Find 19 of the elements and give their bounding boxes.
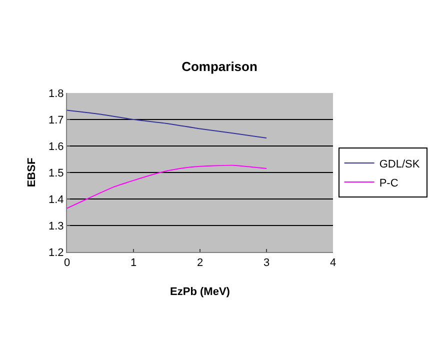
y-tick-label: 1.3 [48, 220, 64, 232]
y-tick-label: 1.5 [48, 167, 64, 180]
y-tick-label: 1.2 [48, 246, 64, 259]
y-tick-label: 1.7 [48, 114, 64, 126]
legend-label: GDL/SK [379, 158, 420, 170]
chart-title: Comparison [182, 59, 258, 74]
legend-label: P-C [379, 177, 398, 190]
x-tick-label: 0 [64, 257, 70, 270]
y-axis-title: EBSF [26, 158, 38, 188]
y-tick-label: 1.8 [48, 88, 64, 100]
x-tick-label: 3 [263, 257, 270, 270]
x-tick-label: 2 [196, 257, 204, 270]
line-series [67, 110, 267, 139]
x-tick-label: 1 [130, 257, 137, 270]
x-axis-title: EzPb (MeV) [170, 286, 230, 298]
x-tick-label: 4 [330, 257, 336, 270]
y-tick-label: 1.4 [48, 194, 64, 206]
y-tick-label: 1.6 [48, 140, 64, 153]
line-series [67, 164, 267, 209]
